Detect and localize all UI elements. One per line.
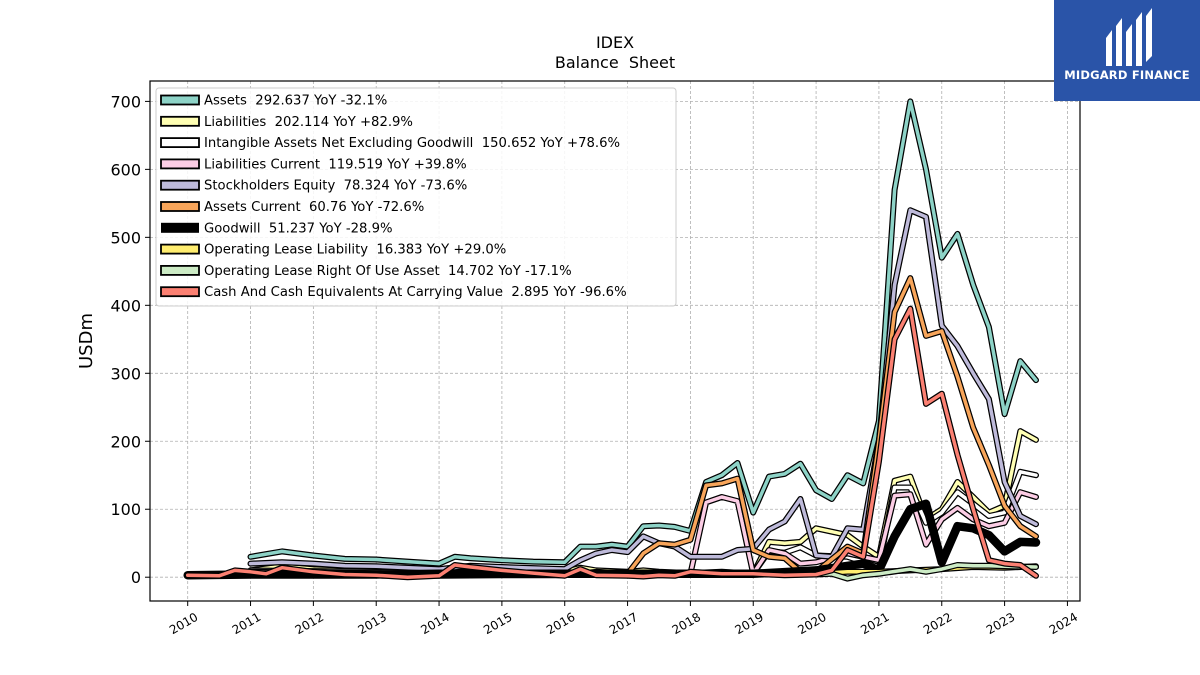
x-tick-label: 2022	[921, 610, 954, 637]
legend-swatch	[160, 243, 200, 255]
legend-label: Cash And Cash Equivalents At Carrying Va…	[204, 285, 627, 300]
x-tick-label: 2016	[544, 610, 577, 637]
legend-swatch	[160, 115, 200, 127]
legend-swatch	[160, 137, 200, 149]
legend-label: Operating Lease Right Of Use Asset 14.70…	[204, 264, 572, 279]
legend-box	[155, 87, 677, 307]
chart-subtitle: Balance Sheet	[555, 53, 675, 72]
legend-entry: Stockholders Equity 78.324 YoY -73.6%	[160, 179, 467, 194]
x-tick-label: 2024	[1047, 610, 1080, 637]
legend-label: Operating Lease Liability 16.383 YoY +29…	[204, 243, 506, 258]
brand-name: MIDGARD FINANCE	[1064, 68, 1190, 82]
legend-swatch	[160, 179, 200, 191]
x-tick-label: 2017	[607, 610, 640, 637]
legend-entry: Liabilities Current 119.519 YoY +39.8%	[160, 157, 467, 172]
x-tick-label: 2010	[167, 610, 200, 637]
x-tick-label: 2014	[418, 610, 451, 637]
legend-label: Stockholders Equity 78.324 YoY -73.6%	[204, 179, 467, 194]
y-tick-label: 400	[110, 296, 141, 315]
y-tick-label: 700	[110, 92, 141, 111]
y-tick-label: 300	[110, 364, 141, 383]
legend-entry: Goodwill 51.237 YoY -28.9%	[161, 221, 393, 236]
legend-swatch	[161, 222, 199, 233]
y-tick-label: 100	[110, 500, 141, 519]
y-tick-label: 200	[110, 432, 141, 451]
legend-label: Goodwill 51.237 YoY -28.9%	[204, 221, 393, 236]
legend-entry: Assets Current 60.76 YoY -72.6%	[160, 200, 424, 215]
legend-swatch	[160, 264, 200, 276]
legend-label: Liabilities 202.114 YoY +82.9%	[204, 115, 413, 130]
brand-logo: MIDGARD FINANCE	[1054, 0, 1200, 101]
x-tick-label: 2011	[230, 610, 263, 637]
series-assets-line	[247, 98, 1039, 567]
chart-title: IDEX	[596, 33, 634, 52]
legend-label: Assets 292.637 YoY -32.1%	[204, 94, 387, 109]
plot-frame	[149, 80, 1081, 602]
y-axis-ticks: 0 100 200 300 400 500 600 700	[110, 92, 150, 587]
series-operating-lease-right-of-use-asset-line	[813, 562, 1039, 582]
legend-label: Intangible Assets Net Excluding Goodwill…	[204, 136, 620, 151]
x-tick-label: 2020	[795, 610, 828, 637]
x-tick-label: 2021	[858, 610, 891, 637]
x-tick-label: 2018	[670, 610, 703, 637]
x-axis-ticks: 2010 2011 2012 2013 2014 2015 2016 2017 2018 2019…	[167, 601, 1080, 637]
legend-entry: Operating Lease Liability 16.383 YoY +29…	[160, 243, 506, 258]
legend-entry: Intangible Assets Net Excluding Goodwill…	[160, 136, 620, 151]
x-tick-label: 2013	[355, 610, 388, 637]
x-tick-label: 2012	[293, 610, 326, 637]
x-tick-label: 2015	[481, 610, 514, 637]
legend-entry: Cash And Cash Equivalents At Carrying Va…	[160, 285, 627, 300]
x-tick-label: 2023	[984, 610, 1017, 637]
legend-entry: Operating Lease Right Of Use Asset 14.70…	[160, 264, 572, 279]
brand-mark-icon	[1106, 8, 1152, 66]
series-group	[183, 98, 1041, 582]
legend-entry: Liabilities 202.114 YoY +82.9%	[160, 115, 413, 130]
legend-swatch	[160, 201, 200, 212]
x-tick-label: 2019	[733, 610, 766, 637]
legend-label: Assets Current 60.76 YoY -72.6%	[204, 200, 424, 215]
legend: Assets 292.637 YoY -32.1% Liabilities 202…	[155, 87, 677, 307]
legend-entry: Assets 292.637 YoY -32.1%	[160, 94, 387, 109]
legend-swatch	[160, 158, 200, 170]
series-assets-current-line	[184, 275, 1039, 579]
legend-label: Liabilities Current 119.519 YoY +39.8%	[204, 157, 467, 172]
y-axis-label: USDm	[76, 313, 97, 369]
series-cash-and-cash-equivalents-at-carrying-value-line	[184, 305, 1039, 581]
legend-swatch	[160, 94, 200, 106]
y-tick-label: 600	[110, 160, 141, 179]
y-tick-label: 0	[131, 568, 141, 587]
legend-swatch	[160, 286, 200, 298]
y-tick-label: 500	[110, 228, 141, 247]
